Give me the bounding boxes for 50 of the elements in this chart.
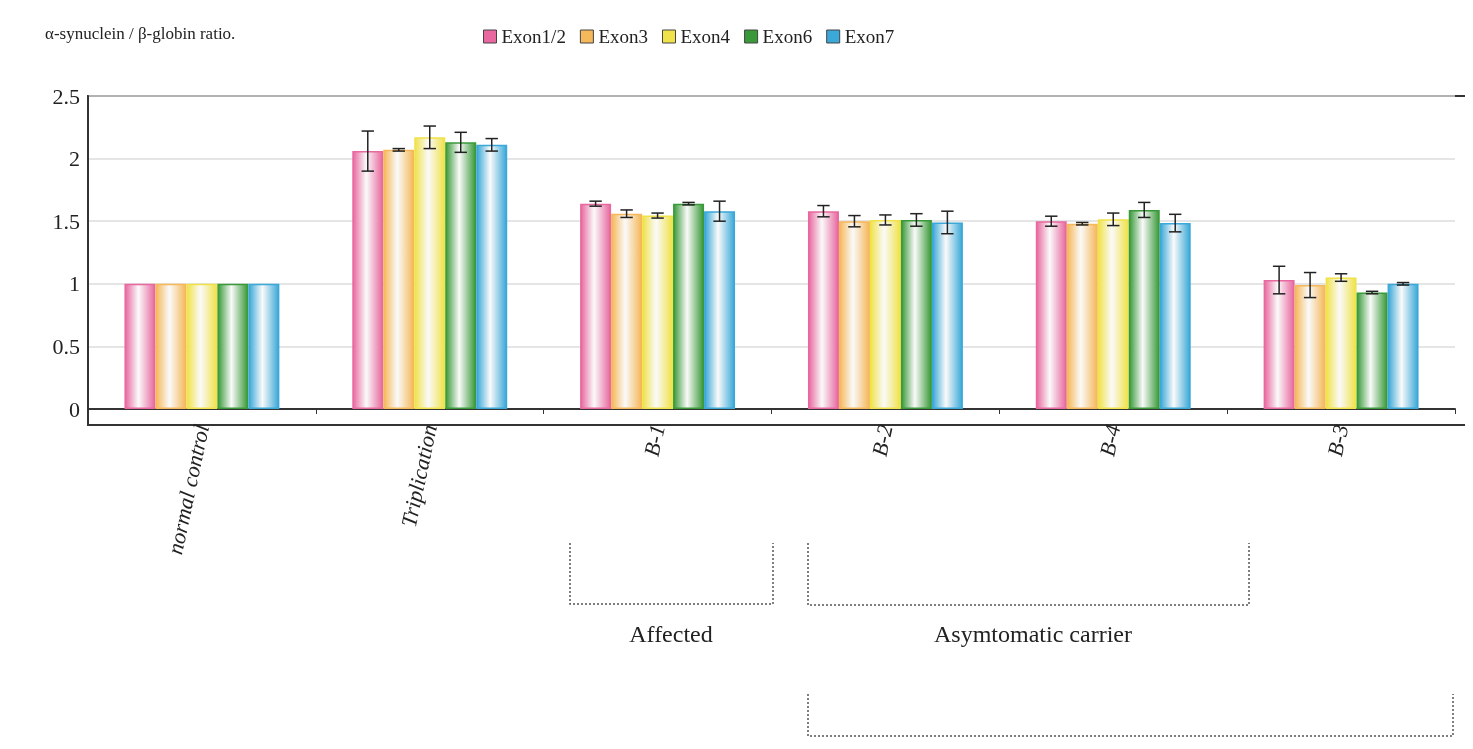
bar bbox=[838, 221, 870, 409]
bar bbox=[155, 283, 187, 409]
legend-label: Exon4 bbox=[680, 26, 731, 47]
bar bbox=[1128, 209, 1160, 409]
bar bbox=[869, 219, 901, 409]
legend-label: Exon7 bbox=[844, 26, 895, 47]
bar bbox=[611, 213, 643, 409]
bar bbox=[1159, 223, 1191, 409]
x-tick-label: B-3 bbox=[1322, 422, 1354, 459]
bar bbox=[1387, 283, 1419, 409]
legend-label: Exon1/2 bbox=[501, 26, 566, 47]
y-tick-label: 0.5 bbox=[52, 333, 80, 359]
x-tick-label: B-4 bbox=[1094, 422, 1126, 459]
bar bbox=[1066, 223, 1098, 409]
bar bbox=[186, 283, 218, 409]
bar bbox=[900, 219, 932, 409]
y-tick-label: 2 bbox=[69, 146, 80, 172]
x-tick-label: Triplication bbox=[395, 422, 442, 530]
bar bbox=[383, 149, 415, 409]
bar bbox=[580, 203, 612, 409]
bar bbox=[1294, 285, 1326, 409]
x-tick-label: normal control bbox=[162, 422, 215, 557]
bar bbox=[1263, 280, 1295, 409]
bar bbox=[931, 222, 963, 409]
bar bbox=[124, 283, 156, 409]
x-tick-label: B-2 bbox=[866, 422, 898, 459]
legend-label: Exon6 bbox=[762, 26, 813, 47]
text: Asymtomatic carrier bbox=[934, 621, 1132, 647]
y-tick-label: 1.5 bbox=[52, 208, 80, 234]
text: Affected bbox=[629, 621, 713, 647]
bar bbox=[807, 211, 839, 409]
bar bbox=[248, 283, 280, 409]
bar bbox=[1097, 219, 1129, 409]
bar bbox=[1325, 277, 1357, 409]
bar bbox=[352, 151, 384, 409]
bar bbox=[414, 137, 446, 409]
bar bbox=[445, 142, 477, 409]
bar bbox=[1035, 221, 1067, 409]
legend-label: Exon3 bbox=[598, 26, 648, 47]
bar bbox=[642, 215, 674, 409]
bar bbox=[1356, 292, 1388, 409]
x-tick-label: B-1 bbox=[638, 422, 670, 459]
y-tick-label: 0 bbox=[69, 396, 80, 422]
bar bbox=[476, 144, 508, 409]
y-tick-label: 2.5 bbox=[52, 83, 80, 109]
bar bbox=[704, 211, 736, 409]
bar bbox=[673, 203, 705, 409]
chart-title: α-synuclein / β-globin ratio. bbox=[45, 24, 236, 43]
y-tick-label: 1 bbox=[69, 271, 80, 297]
bar bbox=[217, 283, 249, 409]
